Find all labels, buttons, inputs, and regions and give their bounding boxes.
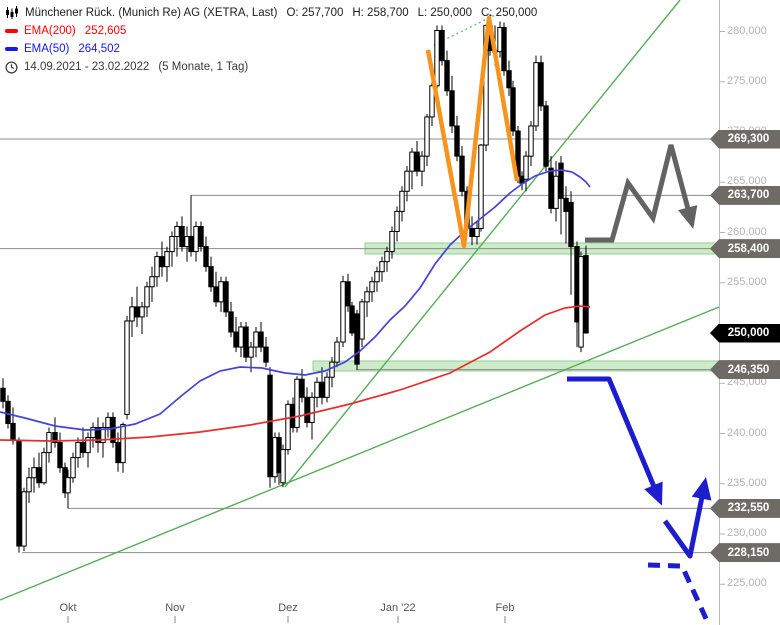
month-label: Dez xyxy=(278,602,298,614)
ema200-swatch-icon xyxy=(5,29,18,33)
price-tick-label: 275,000 xyxy=(727,74,767,87)
price-tick-label: 260,000 xyxy=(727,225,767,238)
date-range: 14.09.2021 - 23.02.2022 xyxy=(24,61,150,73)
ema200-line xyxy=(0,305,591,442)
last-price-tag: 250,000 xyxy=(710,323,780,343)
blue-down-arrow[interactable] xyxy=(567,376,663,506)
blue-up-arrow[interactable] xyxy=(662,477,712,559)
price-tick-label: 240,000 xyxy=(727,426,767,439)
ema200-label: EMA(200) xyxy=(24,25,76,37)
price-tick-label: 235,000 xyxy=(727,476,767,489)
clock-icon xyxy=(5,60,18,74)
steep-uptrend-line xyxy=(284,0,681,488)
month-label: Jan '22 xyxy=(380,602,416,614)
ohlc-high: H: 258,700 xyxy=(352,7,409,19)
price-tick-label: 245,000 xyxy=(727,376,767,389)
chart-header: Münchener Rück. (Munich Re) AG (XETRA, L… xyxy=(5,4,537,76)
ema200-legend-row: EMA(200) 252,605 xyxy=(5,22,537,40)
ohlc-low: L: 250,000 xyxy=(417,7,472,19)
ema200-value: 252,605 xyxy=(84,25,127,37)
month-label: Feb xyxy=(495,602,515,614)
ema50-value: 264,502 xyxy=(78,43,120,55)
month-label: Nov xyxy=(165,602,185,614)
price-level-tag: 232,550 xyxy=(710,498,780,518)
price-tick-label: 230,000 xyxy=(727,527,767,539)
ema50-line xyxy=(0,169,591,431)
price-tick-label: 280,000 xyxy=(727,24,767,37)
price-tick-label: 265,000 xyxy=(727,175,767,188)
ohlc-close: C: 250,000 xyxy=(480,7,538,19)
ema50-swatch-icon xyxy=(5,47,18,51)
duration: (5 Monate, 1 Tag) xyxy=(158,61,249,73)
lower-uptrend-line xyxy=(0,306,720,601)
ema50-label: EMA(50) xyxy=(24,43,70,55)
orange-zigzag-annotation[interactable] xyxy=(425,15,520,249)
price-level-tag: 269,300 xyxy=(710,129,780,149)
instrument-row: Münchener Rück. (Munich Re) AG (XETRA, L… xyxy=(5,4,537,22)
blue-dashed-drop-line[interactable] xyxy=(647,562,711,625)
price-tick-label: 225,000 xyxy=(727,577,767,590)
price-level-tag: 228,150 xyxy=(710,543,780,563)
month-label: Okt xyxy=(59,602,77,614)
price-level-tag: 246,350 xyxy=(710,360,780,380)
ema50-legend-row: EMA(50) 264,502 xyxy=(5,40,537,58)
gray-scenario-arrow[interactable] xyxy=(585,144,698,243)
price-level-tag: 263,700 xyxy=(710,185,780,205)
instrument-title: Münchener Rück. (Munich Re) AG (XETRA, L… xyxy=(25,7,278,19)
price-level-tag: 258,400 xyxy=(710,239,780,259)
ohlc-open: O: 257,700 xyxy=(286,7,344,19)
candlestick-icon xyxy=(5,6,19,20)
date-range-row: 14.09.2021 - 23.02.2022 (5 Monate, 1 Tag) xyxy=(5,58,537,76)
price-tick-label: 255,000 xyxy=(727,275,767,288)
